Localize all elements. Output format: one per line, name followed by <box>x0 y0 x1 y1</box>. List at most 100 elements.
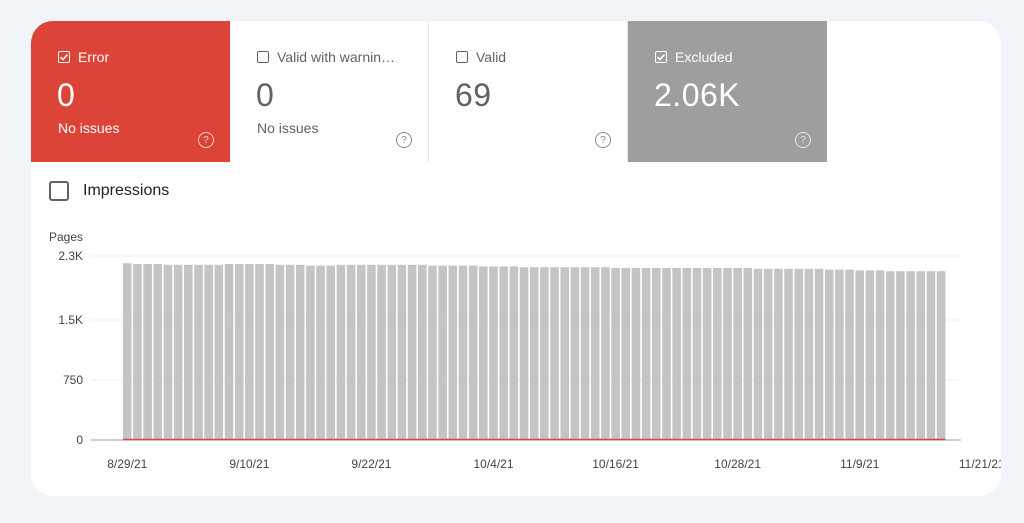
bar[interactable] <box>570 267 580 440</box>
bar[interactable] <box>489 266 498 440</box>
bar[interactable] <box>224 264 234 440</box>
tile-error-label: Error <box>78 49 110 65</box>
bar[interactable] <box>763 268 773 440</box>
bar[interactable] <box>713 268 722 440</box>
bar[interactable] <box>448 265 458 440</box>
bar[interactable] <box>428 265 437 440</box>
tile-error-checkbox[interactable] <box>58 51 70 63</box>
bar[interactable] <box>336 264 346 440</box>
bar[interactable] <box>702 268 712 440</box>
bar[interactable] <box>479 266 488 440</box>
bar[interactable] <box>123 263 132 440</box>
bar[interactable] <box>641 268 651 440</box>
bar[interactable] <box>865 270 875 440</box>
bar[interactable] <box>458 265 468 440</box>
impressions-checkbox[interactable] <box>49 181 69 201</box>
help-icon[interactable]: ? <box>198 132 214 148</box>
bar[interactable] <box>611 268 620 440</box>
bar[interactable] <box>275 264 285 440</box>
bar[interactable] <box>926 271 936 440</box>
bar[interactable] <box>245 264 254 440</box>
bar[interactable] <box>468 265 478 440</box>
bar[interactable] <box>285 264 295 440</box>
bar[interactable] <box>631 268 641 440</box>
bar[interactable] <box>326 265 336 440</box>
tile-warning[interactable]: Valid with warnin… 0 No issues ? <box>230 21 429 162</box>
help-icon[interactable]: ? <box>795 132 811 148</box>
bar[interactable] <box>184 264 193 440</box>
bar[interactable] <box>651 268 661 440</box>
tile-excluded[interactable]: Excluded 2.06K ? <box>628 21 827 162</box>
bar[interactable] <box>367 264 376 440</box>
bar[interactable] <box>580 267 590 440</box>
bar[interactable] <box>387 264 397 440</box>
bar[interactable] <box>824 269 834 440</box>
bar[interactable] <box>621 268 631 440</box>
tile-warning-checkbox[interactable] <box>257 51 269 63</box>
bar[interactable] <box>885 271 895 440</box>
bar[interactable] <box>265 264 274 440</box>
tile-warning-header: Valid with warnin… <box>257 49 395 65</box>
help-icon[interactable]: ? <box>396 132 412 148</box>
bar[interactable] <box>672 268 681 440</box>
bar[interactable] <box>438 265 447 440</box>
bar[interactable] <box>896 271 905 440</box>
bar[interactable] <box>316 265 325 440</box>
bar[interactable] <box>540 267 549 440</box>
bar[interactable] <box>662 268 671 440</box>
tile-valid-checkbox[interactable] <box>456 51 468 63</box>
bar[interactable] <box>143 264 152 440</box>
bar[interactable] <box>733 268 742 440</box>
bar[interactable] <box>214 264 224 440</box>
bar[interactable] <box>550 267 559 440</box>
bar[interactable] <box>234 264 244 440</box>
bar[interactable] <box>804 268 814 440</box>
bar[interactable] <box>499 266 508 440</box>
bar[interactable] <box>753 268 763 440</box>
bar[interactable] <box>835 269 844 440</box>
impressions-toggle[interactable]: Impressions <box>49 181 169 201</box>
bar[interactable] <box>153 264 163 440</box>
bar[interactable] <box>397 264 407 440</box>
bar[interactable] <box>418 264 427 440</box>
bar[interactable] <box>692 268 702 440</box>
bar[interactable] <box>814 268 824 440</box>
bar[interactable] <box>855 270 865 440</box>
bar[interactable] <box>601 267 610 440</box>
bar[interactable] <box>407 264 417 440</box>
tile-error[interactable]: Error 0 No issues ? <box>31 21 230 162</box>
bar[interactable] <box>529 267 539 440</box>
tile-excluded-checkbox[interactable] <box>655 51 667 63</box>
bar[interactable] <box>133 264 142 440</box>
bar[interactable] <box>204 264 213 440</box>
bar[interactable] <box>794 268 803 440</box>
help-icon[interactable]: ? <box>595 132 611 148</box>
bar[interactable] <box>590 267 600 440</box>
bar[interactable] <box>509 266 519 440</box>
tile-valid[interactable]: Valid 69 ? <box>429 21 628 162</box>
bar[interactable] <box>875 270 885 440</box>
chart-bars <box>123 263 946 440</box>
bar[interactable] <box>936 271 946 440</box>
tile-valid-label: Valid <box>476 49 507 65</box>
bar[interactable] <box>194 264 203 440</box>
bar[interactable] <box>774 268 783 440</box>
bar[interactable] <box>743 268 753 440</box>
bar[interactable] <box>255 264 264 440</box>
bar[interactable] <box>845 269 854 440</box>
bar[interactable] <box>377 264 386 440</box>
bar[interactable] <box>519 267 529 440</box>
bar[interactable] <box>916 271 926 440</box>
bar[interactable] <box>295 264 305 440</box>
bar[interactable] <box>306 265 315 440</box>
bar[interactable] <box>356 264 366 440</box>
bar[interactable] <box>723 268 732 440</box>
bar[interactable] <box>560 267 570 440</box>
bar[interactable] <box>346 264 356 440</box>
bar[interactable] <box>173 264 183 440</box>
bar[interactable] <box>163 264 173 440</box>
bar[interactable] <box>784 268 793 440</box>
bar[interactable] <box>906 271 915 440</box>
bar[interactable] <box>682 268 692 440</box>
x-tick-label: 9/22/21 <box>351 457 391 471</box>
